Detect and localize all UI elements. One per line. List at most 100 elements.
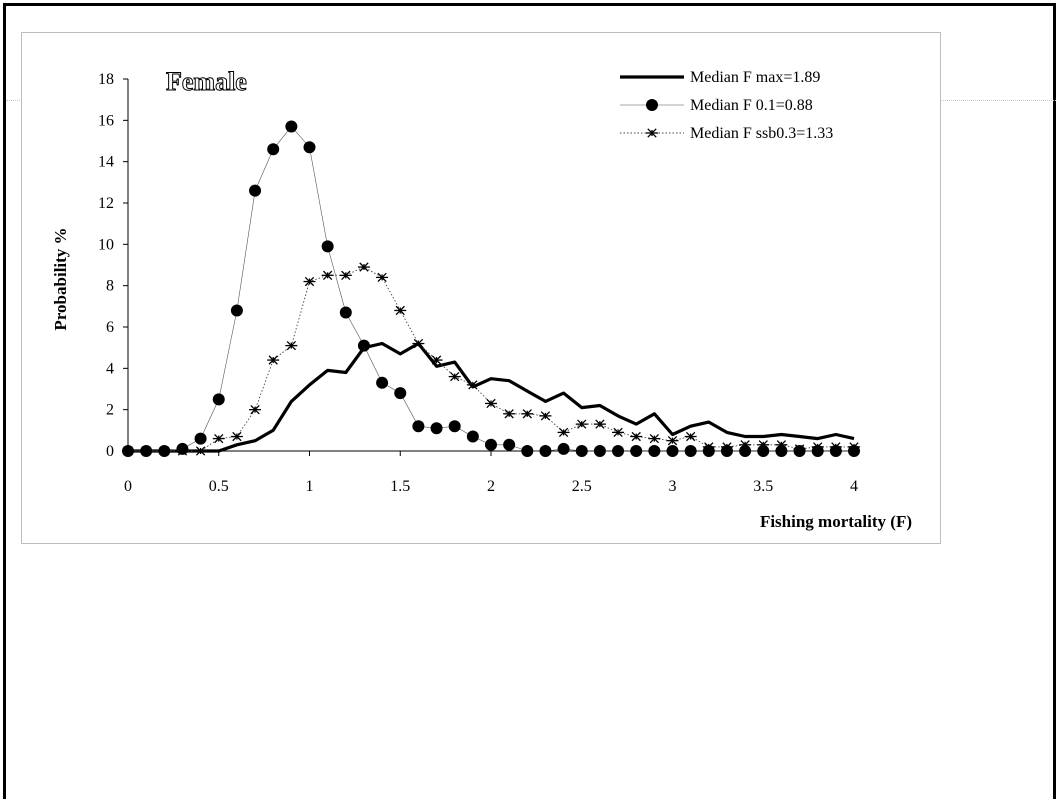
data-point	[249, 405, 262, 415]
y-tick-label: 6	[106, 319, 114, 336]
x-tick-label: 2.5	[572, 478, 592, 495]
data-point	[321, 270, 334, 280]
data-point	[230, 431, 243, 442]
data-point	[176, 442, 189, 455]
data-point	[303, 276, 316, 287]
data-point	[630, 445, 643, 457]
data-point	[539, 411, 552, 421]
data-point	[285, 120, 298, 133]
data-point	[267, 143, 280, 156]
data-point	[485, 398, 497, 409]
data-point	[575, 419, 588, 429]
legend-label: Median F max=1.89	[690, 69, 820, 86]
data-point	[666, 445, 679, 457]
data-point	[194, 446, 207, 456]
x-tick-label: 4	[850, 478, 858, 495]
data-point	[212, 433, 225, 444]
data-point	[521, 409, 534, 419]
data-point	[648, 445, 661, 457]
data-point	[666, 436, 679, 446]
data-point	[412, 338, 425, 349]
data-point	[394, 387, 407, 400]
legend: Median F max=1.89 Median F 0.1=0.88 Median…	[620, 69, 833, 142]
data-point	[212, 393, 225, 406]
data-point	[684, 431, 697, 442]
figure-frame	[3, 3, 1056, 799]
x-tick-label: 3	[669, 478, 677, 495]
data-point	[503, 409, 516, 419]
legend-label: Median F ssb0.3=1.33	[690, 125, 833, 142]
data-point	[466, 380, 479, 390]
x-tick-label: 2	[487, 478, 495, 495]
series-1	[128, 341, 855, 453]
data-point	[394, 305, 407, 316]
data-point	[648, 433, 661, 444]
data-point	[503, 438, 516, 451]
y-tick-label: 2	[106, 402, 114, 419]
data-point	[448, 371, 461, 382]
data-point	[230, 304, 243, 317]
data-point	[376, 376, 389, 389]
y-tick-label: 10	[98, 236, 114, 253]
data-point	[757, 445, 770, 457]
data-point	[775, 445, 788, 457]
data-point	[557, 442, 570, 455]
data-point	[702, 445, 715, 457]
y-tick-label: 4	[106, 360, 114, 377]
data-point	[593, 445, 606, 457]
series-3	[122, 262, 860, 456]
y-tick-label: 18	[98, 71, 114, 88]
series-line	[128, 266, 854, 452]
data-point	[430, 355, 443, 365]
chart-area: 0 2 4 6 8 10 12 14 16 18 0 0.5 1 1.5 2 2.5 3 3.5 4 Female …	[21, 32, 941, 544]
data-point	[194, 432, 207, 445]
data-point	[521, 445, 534, 457]
data-point	[539, 445, 552, 457]
data-point	[466, 430, 479, 443]
legend-marker	[646, 128, 658, 138]
series-2	[122, 120, 860, 457]
y-tick-label: 16	[98, 112, 114, 129]
chart-annotation: Female	[166, 67, 247, 96]
data-point	[739, 445, 752, 457]
x-axis-title: Fishing mortality (F)	[760, 512, 912, 531]
data-point	[376, 272, 389, 283]
data-point	[485, 438, 497, 451]
data-point	[593, 419, 606, 429]
data-point	[430, 422, 443, 435]
y-tick-label: 12	[98, 195, 114, 212]
x-tick-label: 1.5	[390, 478, 410, 495]
data-point	[829, 445, 842, 457]
series-line	[128, 341, 855, 453]
x-tick-label: 0	[124, 478, 132, 495]
data-point	[285, 340, 298, 351]
legend-label: Median F 0.1=0.88	[690, 97, 813, 114]
data-point	[448, 420, 461, 433]
data-point	[811, 445, 824, 457]
data-point	[158, 445, 171, 457]
data-point	[720, 445, 733, 457]
data-point	[303, 141, 316, 154]
x-tick-label: 3.5	[753, 478, 773, 495]
legend-marker	[646, 99, 658, 111]
series-layer	[122, 120, 860, 457]
legend-item: Median F max=1.89	[620, 69, 820, 86]
data-point	[630, 431, 643, 442]
data-point	[339, 270, 352, 280]
y-tick-label: 8	[106, 278, 114, 295]
data-point	[848, 445, 860, 457]
data-point	[140, 445, 153, 457]
data-point	[612, 427, 625, 438]
x-tick-label: 1	[306, 478, 314, 495]
data-point	[357, 339, 370, 352]
data-point	[357, 262, 370, 272]
legend-item: Median F 0.1=0.88	[620, 97, 813, 114]
data-point	[249, 184, 262, 197]
axes: 0 2 4 6 8 10 12 14 16 18 0 0.5 1 1.5 2 2.5 3 3.5 4	[98, 71, 858, 495]
data-point	[684, 445, 697, 457]
y-tick-label: 14	[98, 154, 114, 171]
x-tick-label: 0.5	[209, 478, 229, 495]
data-point	[267, 355, 280, 365]
data-point	[321, 240, 334, 253]
